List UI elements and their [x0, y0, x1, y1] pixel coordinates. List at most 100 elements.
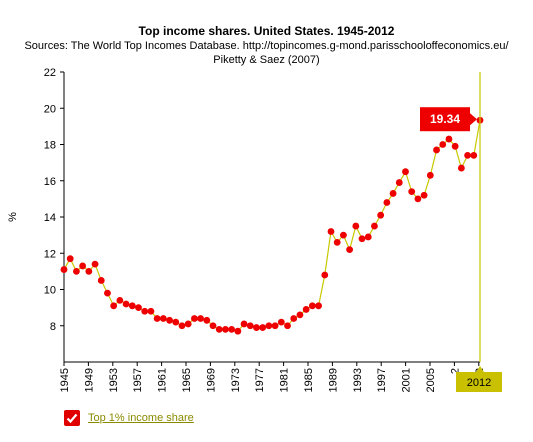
data-point	[215, 325, 223, 333]
data-point	[352, 222, 360, 230]
data-point	[141, 307, 149, 315]
data-point	[290, 315, 298, 322]
data-point	[209, 322, 217, 330]
data-point	[451, 142, 459, 150]
x-tick-label: 1953	[108, 368, 120, 392]
data-point	[135, 304, 142, 312]
data-point	[439, 141, 447, 148]
data-point	[228, 325, 236, 333]
data-point	[178, 322, 186, 330]
data-point	[408, 188, 416, 196]
data-point	[321, 271, 329, 279]
data-point	[91, 260, 99, 268]
value-callout-pointer	[470, 113, 477, 126]
data-point	[166, 316, 173, 324]
data-point	[457, 164, 465, 172]
x-callout	[456, 372, 502, 392]
tick-labels: 8 10 12 14 16 18 20 22% 1945 1949 1953 1957 1961 1965…	[7, 67, 486, 392]
x-tick-label: 1985	[303, 368, 315, 392]
data-point	[340, 231, 347, 239]
data-point	[153, 315, 161, 322]
x-tick-label: 1973	[230, 368, 242, 392]
legend-item-top-1-percent[interactable]: Top 1% income share	[64, 410, 194, 426]
x-tick-label: 2001	[401, 368, 413, 392]
y-axis-label: %	[7, 212, 19, 222]
series-marks	[60, 116, 484, 335]
x-callout-label: 2012	[467, 377, 491, 389]
x-tick-label: 1965	[181, 368, 193, 392]
x-tick-label: 1993	[352, 368, 364, 392]
y-tick-label: 20	[44, 103, 56, 115]
series-line	[63, 120, 481, 332]
x-tick-label: 1981	[279, 368, 291, 392]
data-point	[464, 151, 471, 159]
chart-title: Top income shares. United States. 1945-2…	[138, 24, 395, 38]
data-point	[234, 327, 242, 335]
data-point	[402, 168, 409, 176]
y-tick-label: 8	[50, 321, 56, 333]
x-tick-label: 1957	[132, 368, 144, 392]
axes	[60, 71, 480, 366]
data-point	[302, 306, 310, 313]
data-point	[383, 199, 391, 206]
x-tick-label: 1949	[83, 368, 95, 392]
data-point	[240, 320, 248, 328]
data-point	[73, 267, 80, 275]
value-callout	[420, 107, 470, 132]
data-point	[110, 302, 118, 310]
y-tick-label: 10	[44, 285, 56, 297]
x-tick-label: 1989	[327, 368, 339, 392]
data-point	[358, 235, 366, 243]
value-callout-label: 19.34	[430, 112, 460, 126]
x-tick-label: 1969	[205, 368, 217, 392]
chart-titles: Top income shares. United States. 1945-2…	[0, 24, 533, 67]
data-point	[364, 233, 372, 241]
checkbox-checked-icon[interactable]	[64, 410, 80, 426]
data-point	[172, 318, 180, 326]
chart-subtitle-line-2: Piketty & Saez (2007)	[213, 54, 320, 66]
y-tick-label: 14	[44, 212, 56, 224]
x-tick-label: 2	[449, 368, 461, 374]
data-point	[147, 307, 155, 315]
data-point	[116, 296, 124, 304]
data-point	[259, 324, 267, 331]
x-tick-label: 1961	[157, 368, 169, 392]
data-point	[159, 315, 167, 322]
data-point	[315, 302, 322, 310]
data-point	[122, 300, 130, 308]
data-point	[190, 315, 198, 322]
data-point	[414, 195, 422, 203]
data-point	[60, 266, 68, 273]
data-point	[271, 322, 279, 330]
data-point	[445, 135, 453, 143]
data-point	[433, 146, 440, 154]
data-point	[371, 222, 378, 230]
data-point	[296, 311, 304, 319]
data-point	[97, 277, 105, 284]
data-point	[197, 315, 204, 322]
y-tick-label: 18	[44, 140, 56, 152]
data-point	[104, 289, 111, 297]
data-point	[333, 238, 341, 246]
data-point	[327, 228, 335, 235]
data-point	[395, 179, 403, 186]
data-point	[265, 322, 273, 330]
data-point	[128, 302, 136, 310]
data-point	[346, 246, 354, 254]
legend-label[interactable]: Top 1% income share	[88, 412, 194, 424]
data-point	[222, 325, 229, 333]
data-point	[66, 255, 74, 263]
y-tick-label: 22	[44, 67, 56, 79]
data-point	[85, 267, 93, 275]
data-point	[284, 322, 291, 330]
x-tick-label: 2005	[425, 368, 437, 392]
data-point	[420, 191, 428, 199]
data-point	[308, 302, 316, 310]
data-point	[426, 171, 434, 179]
data-point	[79, 262, 87, 270]
data-point	[389, 190, 397, 197]
data-point	[203, 316, 211, 324]
x-tick-label: 1977	[254, 368, 266, 392]
highlight-overlay: 19.34 2012	[420, 72, 502, 392]
